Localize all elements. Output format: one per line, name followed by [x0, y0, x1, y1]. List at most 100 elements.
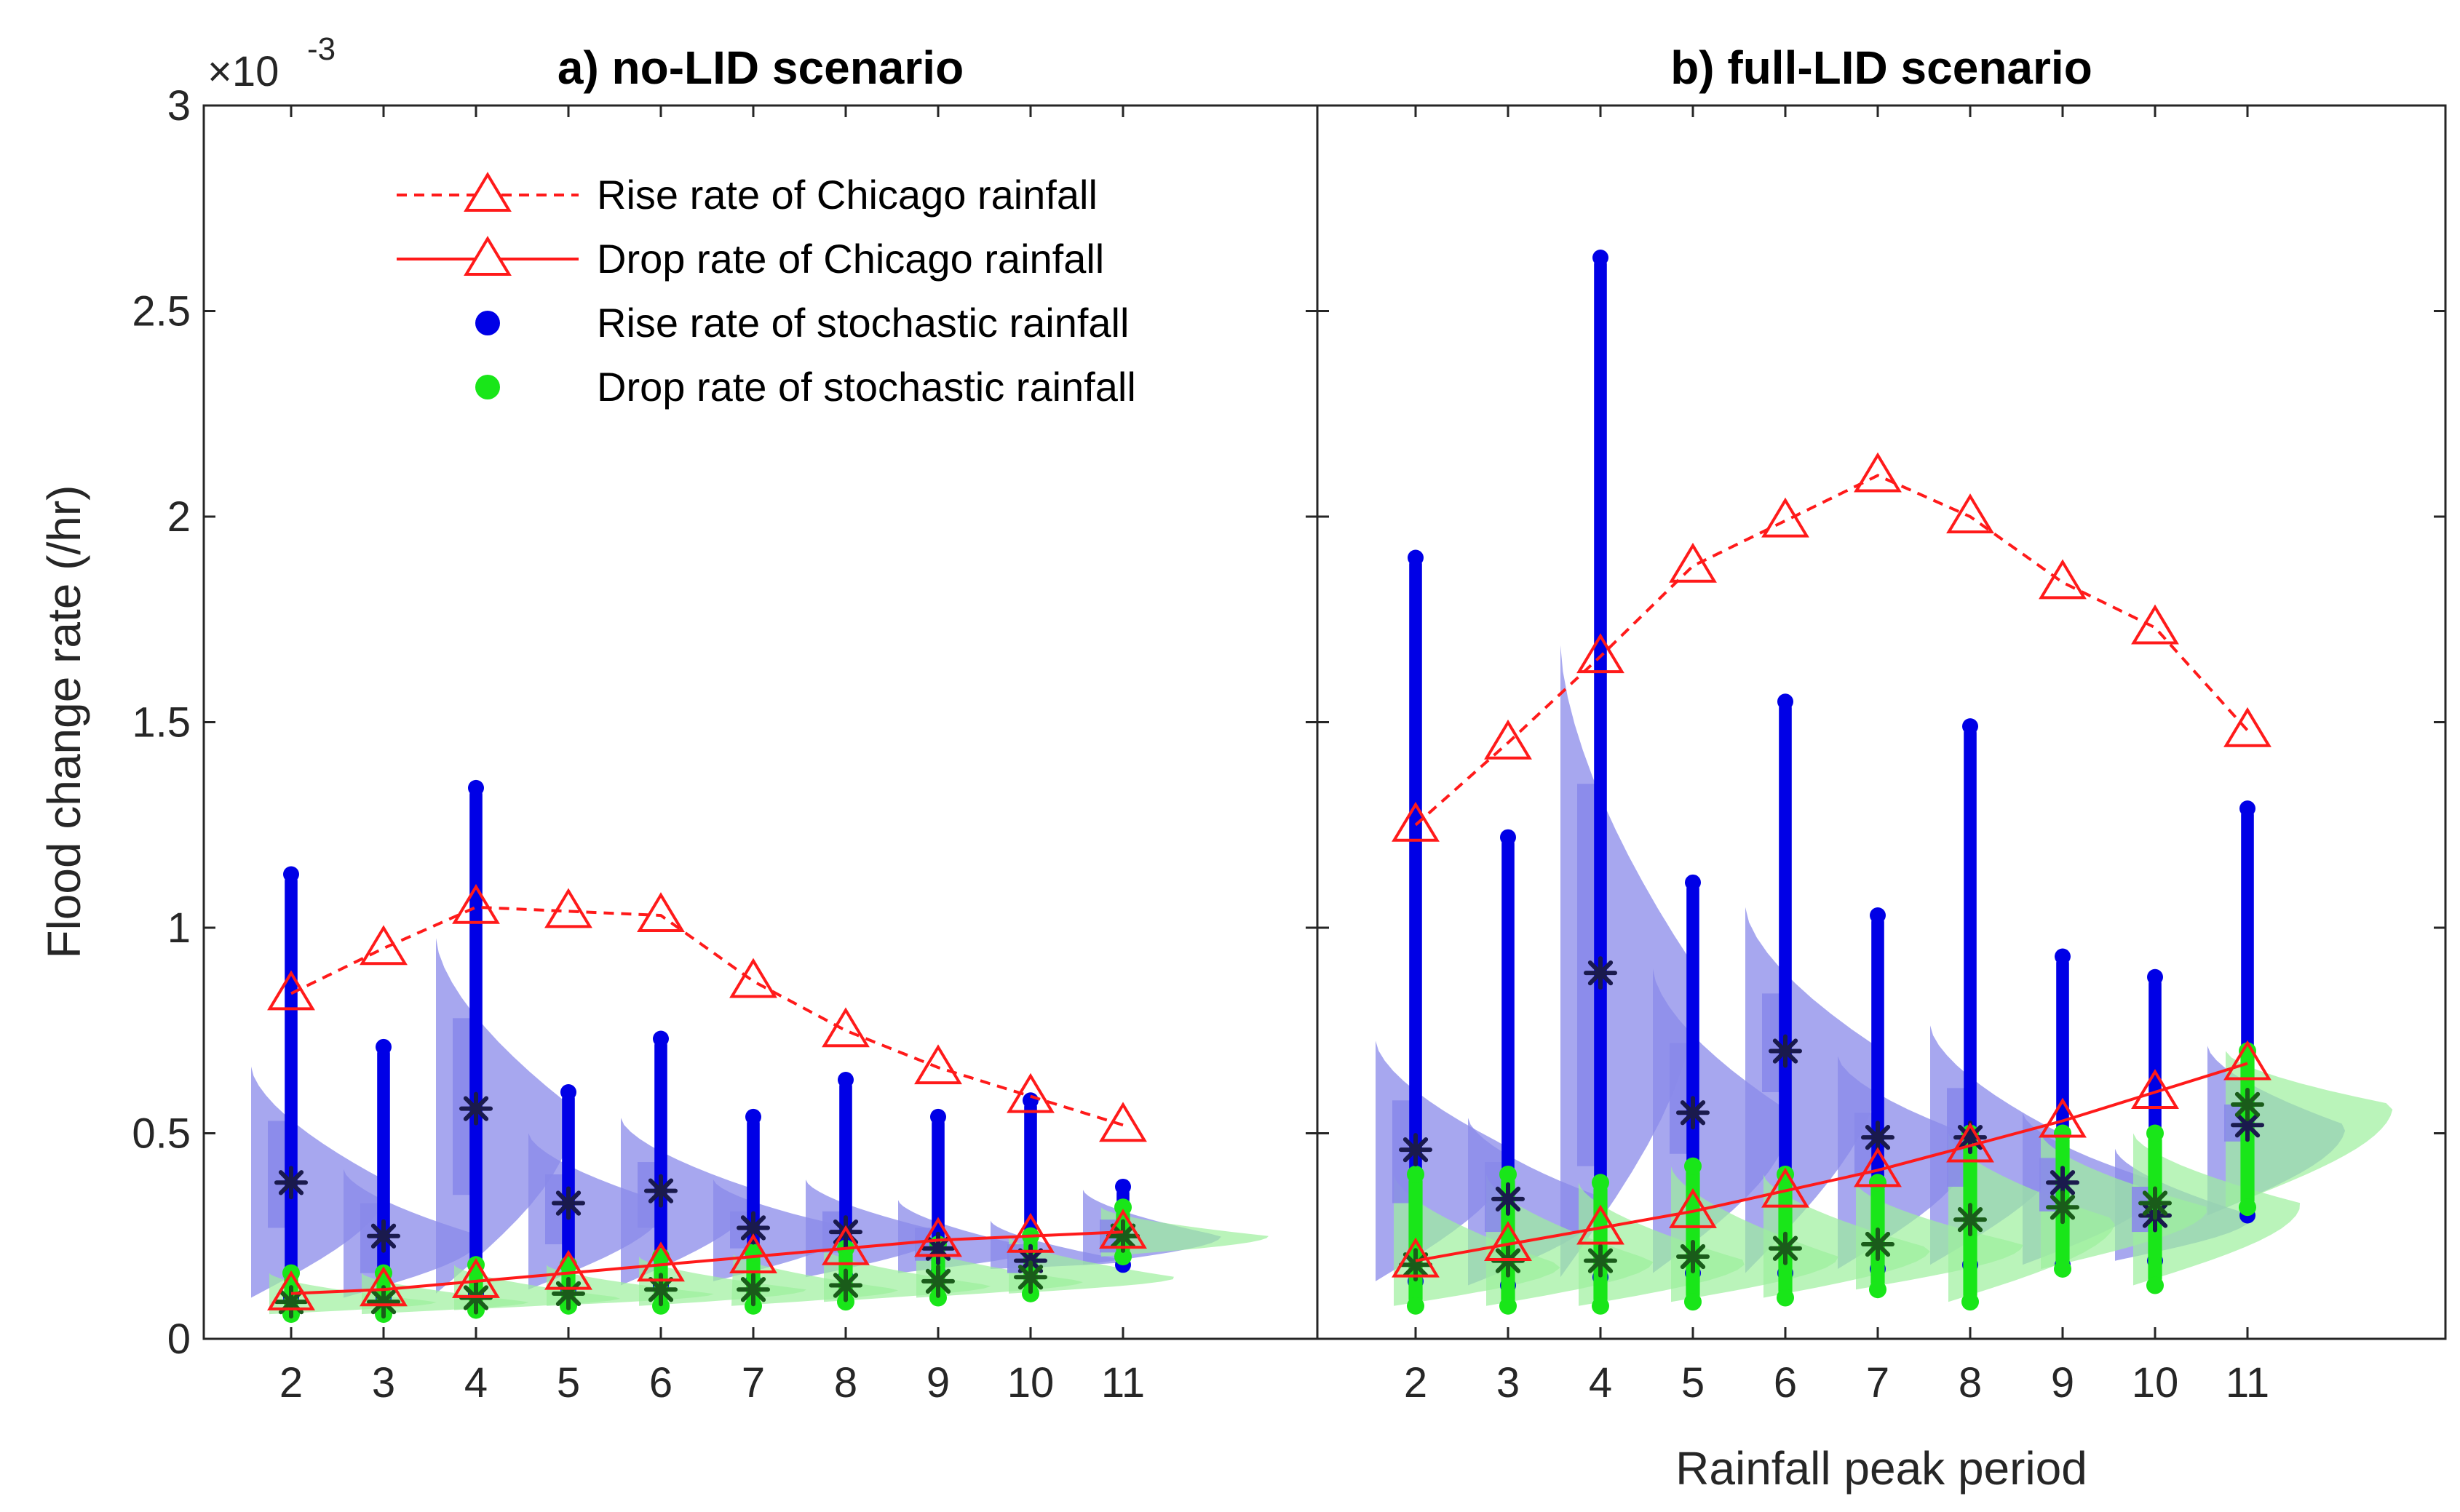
x-tick-label: 11 [1101, 1359, 1145, 1406]
rise-median-marker-6 [1769, 1034, 1802, 1068]
drop-violin-10 [1009, 1236, 1174, 1294]
y-tick-label: 1.5 [132, 699, 191, 747]
chicago-rise-point-4 [452, 883, 500, 924]
stochastic-drop-points-7-min-point [1869, 1281, 1886, 1299]
chicago-rise-point-8 [822, 1007, 870, 1048]
y-tick-label: 1 [167, 904, 191, 952]
x-tick-label: 10 [1007, 1359, 1055, 1406]
x-tick-label: 8 [1959, 1359, 1982, 1406]
drop-median-marker-7 [737, 1273, 770, 1307]
stochastic-drop-points-3-min-point [1499, 1297, 1517, 1315]
chicago-rise-point-7 [1854, 452, 1902, 493]
stochastic-rise-points-2-bar [1409, 557, 1422, 1281]
x-tick-label: 4 [1589, 1359, 1612, 1406]
y-tick-label: 0.5 [132, 1110, 191, 1158]
x-tick-label: 9 [2051, 1359, 2074, 1406]
chicago-drop-point-5 [544, 1249, 592, 1290]
legend-item-1: Rise rate of Chicago rainfall [397, 172, 1098, 218]
stochastic-rise-points-10-max-point [2147, 968, 2163, 985]
drop-violin-8 [1948, 1133, 2115, 1302]
stochastic-drop-points-10-min-point [2146, 1276, 2164, 1294]
rise-median-marker-2 [274, 1166, 308, 1200]
drop-violin-11 [2226, 1051, 2393, 1208]
y-exponent-base: ×10 [207, 48, 279, 95]
panel-b-ticks: 2 3 4 5 6 7 8 9 10 11 [1317, 104, 2445, 1406]
drop-median-marker-8 [1953, 1203, 1987, 1237]
chicago-rise-point-9 [2039, 559, 2087, 600]
x-tick-label: 6 [649, 1359, 672, 1406]
rise-iqr-box-6 [638, 1162, 656, 1228]
x-tick-label: 9 [927, 1359, 950, 1406]
legend-item-3: Rise rate of stochastic rainfall [475, 300, 1129, 346]
x-tick-label: 4 [464, 1359, 488, 1406]
legend-dot-icon [475, 311, 500, 335]
x-tick-label: 8 [834, 1359, 857, 1406]
x-tick-label: 3 [372, 1359, 395, 1406]
stochastic-drop-points-11-min-point [2239, 1198, 2256, 1217]
rise-median-marker-3 [1491, 1182, 1525, 1216]
stochastic-rise-points-4 [1592, 250, 1608, 1286]
drop-median-marker-10 [2138, 1186, 2172, 1220]
chicago-drop-point-8 [822, 1225, 870, 1265]
stochastic-rise-points-8-max-point [838, 1072, 854, 1089]
chicago-rise-point-10 [2131, 604, 2179, 645]
stochastic-rise-points-10-bar [1024, 1100, 1037, 1269]
stochastic-rise-points-4-max-point [1592, 250, 1608, 266]
stochastic-rise-points-9-max-point [2055, 948, 2071, 965]
chicago-drop-line [290, 1230, 1124, 1295]
y-tick-label: 0 [167, 1316, 191, 1363]
chicago-drop-point-5 [1669, 1187, 1717, 1228]
y-tick-label: 2 [167, 493, 191, 541]
rise-iqr-box-5 [1670, 1043, 1689, 1154]
stochastic-rise-points-9-bar [932, 1116, 945, 1273]
stochastic-drop-points-3-bar [1501, 1174, 1515, 1306]
y-tick-label: 3 [167, 82, 191, 130]
chicago-drop-point-11 [1099, 1209, 1147, 1249]
chicago-rise-point-6 [1761, 497, 1809, 538]
x-tick-label: 7 [742, 1359, 765, 1406]
chicago-drop-point-9 [914, 1217, 962, 1257]
legend: Rise rate of Chicago rainfall Drop rate o… [397, 172, 1136, 410]
x-tick-label: 5 [1681, 1359, 1705, 1406]
chicago-drop-point-8 [1946, 1122, 1994, 1163]
chicago-drop-point-6 [1761, 1167, 1809, 1208]
stochastic-drop-points-4-max-point [1592, 1174, 1609, 1192]
chicago-drop-point-4 [452, 1258, 500, 1298]
stochastic-drop-points-8-min-point [1961, 1293, 1979, 1311]
legend-label: Drop rate of Chicago rainfall [597, 236, 1104, 282]
drop-median-marker-2 [1399, 1248, 1432, 1282]
stochastic-drop-points-11-max-point [2239, 1042, 2256, 1060]
rise-median-marker-3 [367, 1219, 400, 1253]
chicago-rise-point-8 [1946, 493, 1994, 533]
stochastic-drop-points-11-min-point [1114, 1248, 1132, 1265]
chicago-rise-point-5 [1669, 542, 1717, 583]
drop-median-marker-9 [921, 1264, 955, 1298]
stochastic-rise-points-4-bar [1594, 258, 1607, 1278]
rise-median-marker-4 [459, 1091, 493, 1126]
x-tick-label: 10 [2132, 1359, 2179, 1406]
legend-triangle-icon [464, 172, 512, 212]
stochastic-rise-points-2 [283, 866, 299, 1306]
legend-item-2: Drop rate of Chicago rainfall [397, 236, 1104, 282]
panel-a-axes-box [202, 104, 1319, 1340]
stochastic-rise-points-6-bar [1779, 701, 1792, 1273]
stochastic-rise-points-11-max-point [1115, 1178, 1131, 1195]
chicago-drop-point-9 [2039, 1097, 2087, 1138]
chicago-rise-point-10 [1007, 1073, 1055, 1113]
chicago-drop-line [1415, 1062, 2248, 1262]
rise-median-marker-5 [552, 1186, 585, 1220]
panel-a-plot-content [251, 779, 1269, 1324]
chicago-drop-point-10 [2131, 1069, 2179, 1109]
drop-median-marker-9 [2046, 1190, 2079, 1225]
x-tick-label: 5 [557, 1359, 580, 1406]
panel-a-title: a) no-LID scenario [558, 41, 964, 94]
chicago-rise-point-2 [267, 970, 315, 1011]
stochastic-drop-points-6-min-point [1777, 1289, 1794, 1307]
stochastic-rise-points-2-max-point [283, 866, 299, 883]
chicago-rise-point-9 [914, 1044, 962, 1085]
stochastic-rise-points-9-max-point [930, 1108, 946, 1125]
stochastic-rise-points-4-bar [469, 787, 483, 1294]
drop-median-marker-5 [552, 1276, 585, 1310]
chicago-rise-point-6 [637, 892, 685, 933]
